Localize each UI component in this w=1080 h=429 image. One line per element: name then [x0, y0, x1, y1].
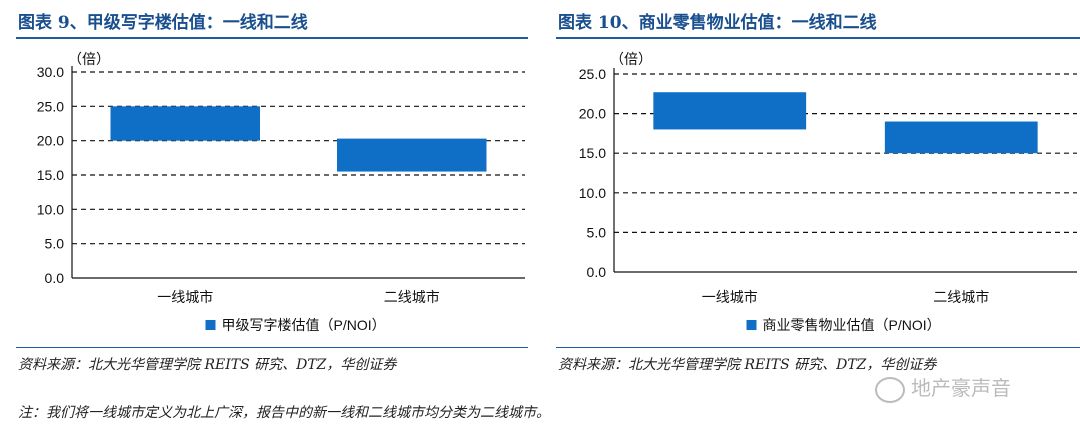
y-tick-label: 5.0 — [587, 224, 607, 240]
wechat-logo-icon — [875, 376, 905, 403]
range-bar — [110, 106, 260, 141]
y-tick-label: 20.0 — [579, 106, 606, 122]
y-tick-label: 15.0 — [579, 145, 606, 161]
x-category-label: 二线城市 — [384, 289, 440, 305]
y-tick-label: 20.0 — [37, 133, 64, 149]
range-bar — [884, 121, 1038, 154]
retail-valuation-chart: （倍） 0.0 5.0 10.0 15.0 20.0 25.0 一线城市 二线城市商业零售物业估… — [579, 51, 1077, 333]
chart-title: 图表 10、商业零售物业估值：一线和二线 — [558, 13, 877, 33]
source-text: 资料来源：北大光华管理学院 REITS 研究、DTZ，华创证券 — [18, 357, 397, 373]
y-axis-unit: （倍） — [610, 51, 652, 67]
office-valuation-chart: （倍） 0.0 5.0 10.0 15.0 20.0 25.0 30.0 一线城市 二线城市甲级写… — [37, 51, 525, 333]
y-tick-label: 25.0 — [37, 98, 64, 114]
y-tick-label: 30.0 — [37, 64, 64, 80]
chart-panel-retail: 图表 10、商业零售物业估值：一线和二线 （倍） 0.0 5.0 10.0 15.0 20… — [552, 0, 1080, 380]
footnote: 注：我们将一线城市定义为北上广深，报告中的新一线和二线城市均分类为二线城市。 — [18, 405, 550, 421]
x-category-label: 一线城市 — [157, 289, 213, 305]
title-rule — [16, 37, 528, 39]
chart-panel-office: 图表 9、甲级写字楼估值：一线和二线 （倍） 0.0 5.0 10.0 15.0 20.0… — [0, 0, 528, 380]
legend-label: 甲级写字楼估值（P/NOI） — [222, 317, 386, 333]
y-tick-label: 5.0 — [45, 236, 65, 252]
legend-swatch — [746, 320, 757, 330]
source-text: 资料来源：北大光华管理学院 REITS 研究、DTZ，华创证券 — [558, 357, 937, 373]
source-rule — [556, 347, 1080, 348]
title-rule — [556, 37, 1080, 39]
y-tick-label: 25.0 — [579, 66, 606, 82]
watermark: 地产豪声音 — [875, 372, 1011, 403]
y-tick-label: 0.0 — [45, 270, 65, 286]
y-tick-label: 10.0 — [579, 185, 606, 201]
chart-title: 图表 9、甲级写字楼估值：一线和二线 — [18, 13, 308, 33]
y-axis-unit: （倍） — [68, 51, 110, 67]
watermark-text: 地产豪声音 — [911, 376, 1011, 400]
x-category-label: 二线城市 — [933, 289, 989, 305]
y-tick-label: 15.0 — [37, 167, 64, 183]
source-rule — [16, 347, 528, 348]
legend-label: 商业零售物业估值（P/NOI） — [763, 317, 941, 333]
x-category-label: 一线城市 — [702, 289, 758, 305]
range-bar — [653, 92, 807, 130]
range-bar — [337, 138, 487, 172]
y-tick-label: 0.0 — [587, 264, 607, 280]
legend-swatch — [205, 320, 216, 330]
y-tick-label: 10.0 — [37, 201, 64, 217]
